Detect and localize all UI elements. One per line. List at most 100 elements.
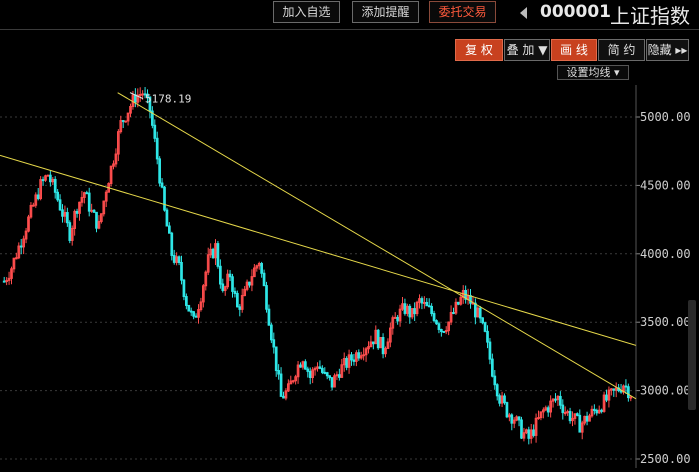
candle-body bbox=[352, 359, 356, 362]
candle-body bbox=[240, 295, 244, 310]
candle-body bbox=[185, 296, 188, 306]
candle-body bbox=[345, 358, 348, 368]
y-axis-tick-label: 4500.00 bbox=[640, 178, 691, 192]
candle-body bbox=[36, 194, 40, 200]
candle-body bbox=[612, 388, 616, 391]
candle-body bbox=[216, 243, 220, 267]
candle-body bbox=[437, 323, 441, 330]
candle-body bbox=[27, 216, 30, 232]
candle-body bbox=[75, 210, 79, 214]
candle-body bbox=[92, 209, 96, 213]
candle-body bbox=[376, 329, 380, 349]
candle-body bbox=[425, 301, 429, 307]
candle-body bbox=[549, 400, 552, 413]
candle-body bbox=[401, 303, 404, 310]
candle-body bbox=[146, 93, 149, 98]
candle-body bbox=[391, 317, 395, 329]
candle-body bbox=[53, 178, 57, 193]
candle-body bbox=[432, 313, 436, 322]
candle-body bbox=[291, 380, 295, 383]
candle-body bbox=[308, 370, 312, 379]
candle-body bbox=[571, 417, 574, 422]
candle-body bbox=[223, 286, 227, 291]
candle-body bbox=[423, 301, 426, 304]
candle-body bbox=[155, 137, 159, 160]
candle-body bbox=[474, 302, 477, 318]
candle-body bbox=[372, 341, 375, 345]
candle-body bbox=[41, 179, 45, 182]
candle-body bbox=[525, 429, 528, 434]
candle-body bbox=[483, 322, 487, 332]
candle-body bbox=[19, 245, 23, 248]
candle-body bbox=[265, 285, 268, 310]
candle-body bbox=[512, 419, 516, 424]
candle-body bbox=[624, 385, 628, 388]
candle-body bbox=[554, 398, 557, 401]
y-axis-tick-label: 5000.00 bbox=[640, 110, 691, 124]
candle-body bbox=[413, 308, 416, 315]
candle-body bbox=[177, 256, 181, 264]
candle-body bbox=[172, 254, 176, 263]
candle-body bbox=[515, 416, 518, 421]
candle-body bbox=[568, 411, 572, 422]
overlay-dropdown[interactable]: 叠 加 ▼ bbox=[504, 39, 550, 61]
candle-body bbox=[119, 120, 123, 133]
candle-body bbox=[267, 308, 271, 326]
candle-body bbox=[66, 212, 69, 224]
prev-stock-icon[interactable] bbox=[520, 7, 527, 19]
add-watchlist-button[interactable]: 加入自选 bbox=[273, 1, 340, 23]
header-divider bbox=[0, 29, 699, 30]
trendline bbox=[0, 154, 637, 346]
candle-body bbox=[379, 336, 382, 349]
candle-body bbox=[182, 279, 186, 298]
stock-name: 上证指数 bbox=[610, 4, 690, 28]
candle-body bbox=[10, 268, 13, 279]
candle-body bbox=[503, 395, 506, 404]
candle-body bbox=[253, 267, 256, 278]
candle-body bbox=[296, 364, 300, 378]
add-alert-button[interactable]: 添加提醒 bbox=[352, 1, 419, 23]
candle-body bbox=[362, 354, 365, 357]
candle-body bbox=[141, 93, 144, 96]
candle-body bbox=[328, 375, 331, 379]
candle-body bbox=[39, 179, 42, 200]
candle-body bbox=[114, 153, 118, 165]
candle-body bbox=[219, 265, 222, 285]
candle-body bbox=[442, 330, 446, 333]
candle-body bbox=[282, 395, 285, 399]
candle-body bbox=[393, 316, 397, 319]
candle-body bbox=[323, 371, 327, 374]
candle-body bbox=[396, 316, 399, 322]
candle-body bbox=[15, 257, 18, 260]
candle-body bbox=[607, 389, 611, 401]
entrust-trade-button[interactable]: 委托交易 bbox=[429, 1, 496, 23]
candle-body bbox=[49, 174, 52, 183]
simple-mode-button[interactable]: 简 约 bbox=[598, 39, 645, 61]
candle-body bbox=[202, 285, 205, 303]
candle-body bbox=[262, 272, 266, 287]
top-toolbar: 加入自选 添加提醒 委托交易 000001 上证指数 bbox=[0, 0, 699, 28]
candle-body bbox=[350, 354, 353, 361]
candle-body bbox=[347, 354, 351, 368]
candle-body bbox=[46, 174, 50, 177]
fuquan-button[interactable]: 复 权 bbox=[455, 39, 503, 61]
draw-line-button[interactable]: 画 线 bbox=[551, 39, 597, 61]
hide-panel-button[interactable]: 隐藏 ▸▸ bbox=[646, 39, 689, 61]
candle-body bbox=[22, 238, 25, 248]
ma-settings-dropdown[interactable]: 设置均线 ▾ bbox=[557, 65, 629, 80]
candle-body bbox=[163, 186, 166, 211]
candle-body bbox=[228, 273, 232, 278]
candle-body bbox=[493, 375, 497, 386]
candle-body bbox=[529, 429, 533, 439]
candle-body bbox=[211, 248, 215, 259]
candle-body bbox=[444, 330, 448, 333]
chart-scrollbar[interactable] bbox=[688, 300, 696, 410]
candle-body bbox=[357, 352, 361, 359]
candle-body bbox=[576, 413, 579, 416]
candle-body bbox=[289, 380, 293, 385]
candle-body bbox=[410, 308, 414, 318]
candle-body bbox=[495, 384, 499, 397]
candle-body bbox=[238, 306, 242, 310]
candle-body bbox=[209, 248, 212, 256]
